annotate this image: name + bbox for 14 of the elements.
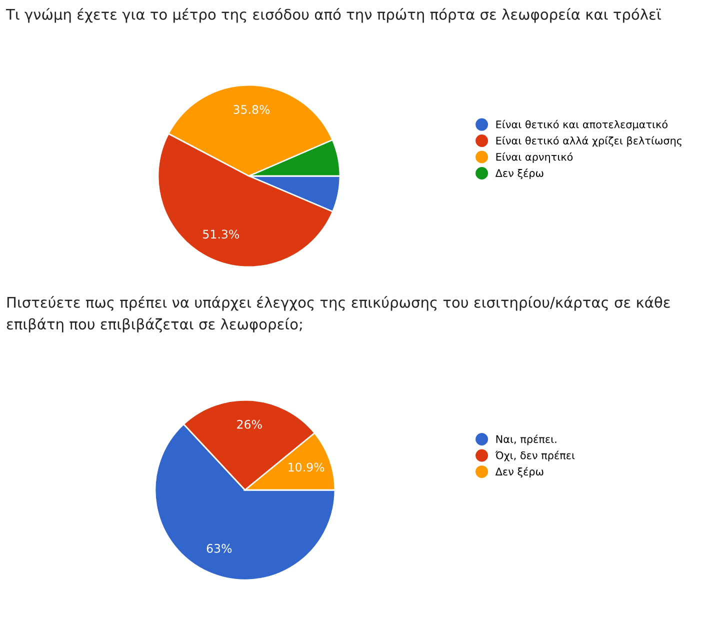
legend-label: Δεν ξέρω <box>495 467 544 478</box>
data-label: 35.8% <box>234 105 270 114</box>
data-label: 63% <box>206 544 232 553</box>
chart-title: Τι γνώμη έχετε για το μέτρο της εισόδου από την πρώτη πόρτα σε λεωφορεία και τρόλεϊ <box>6 8 661 23</box>
legend-label: Ναι, πρέπει. <box>496 434 556 446</box>
legend-label: Είναι θετικό και αποτελεσματικό <box>496 120 668 130</box>
chart-title: Πιστεύετε πως πρέπει να υπάρχει έλεγχος της επικύρωσης του εισιτηρίου/κάρτας σε κάθε επιβάτη που επιβιβάζεται σε λεωφορείο; <box>6 296 670 332</box>
legend-label: Είναι θετικό αλλά χρίζει βελτίωσης <box>496 136 682 147</box>
legend-label: Είναι αρνητικό <box>496 152 573 163</box>
legend-label: Δεν ξέρω <box>495 168 544 180</box>
data-label: 10.9% <box>288 462 324 472</box>
data-label: 51.3% <box>203 230 240 239</box>
data-label: 26% <box>237 420 262 429</box>
legend-label: Όχι, δεν πρέπει <box>495 450 575 462</box>
